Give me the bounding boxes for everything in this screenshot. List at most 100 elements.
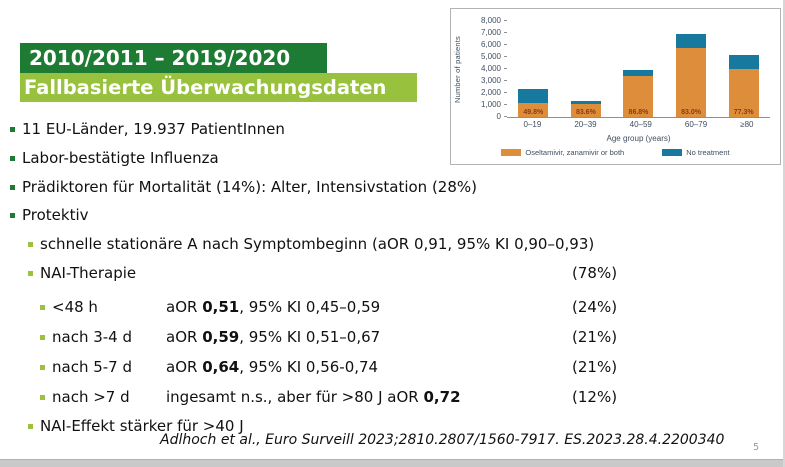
bullet-row: schnelle stationäre A nach Symptombeginn… bbox=[28, 234, 594, 256]
aor-suffix: , 95% KI 0,45–0,59 bbox=[239, 298, 381, 316]
slide-title: 2010/2011 – 2019/2020 bbox=[29, 46, 291, 70]
bar-segment-treated: 83.0% bbox=[676, 48, 707, 117]
bullet-square-icon bbox=[40, 335, 45, 340]
timing-label: nach 5-7 d bbox=[52, 358, 133, 376]
aor-prefix: aOR bbox=[166, 328, 203, 346]
bar-segment-no-treatment bbox=[518, 88, 549, 103]
bullet-square-icon bbox=[28, 424, 33, 429]
slide-subtitle: Fallbasierte Überwachungsdaten bbox=[24, 76, 387, 99]
bullet-row: nach >7 d ingesamt n.s., aber für >80 J a… bbox=[40, 387, 617, 409]
aor-value: 0,64 bbox=[202, 358, 240, 376]
bullet-square-icon bbox=[10, 127, 15, 132]
y-tick-mark bbox=[504, 68, 507, 69]
bar-segment-no-treatment bbox=[676, 34, 707, 49]
chart-bar-slot: 86.8% bbox=[612, 21, 664, 117]
title-bar-secondary: Fallbasierte Überwachungsdaten bbox=[20, 73, 417, 102]
page-number: 5 bbox=[753, 442, 760, 453]
bullet-text: Labor-bestätigte Influenza bbox=[22, 149, 219, 167]
bullet-square-icon bbox=[28, 271, 33, 276]
y-tick-label: 0 bbox=[496, 112, 501, 121]
bullet-row: nach 3-4 d aOR 0,59, 95% KI 0,51–0,67 (21… bbox=[40, 327, 617, 349]
bar-percent-label: 86.8% bbox=[628, 109, 649, 116]
y-tick-label: 3,000 bbox=[480, 76, 501, 85]
bar-percent-label: 83.0% bbox=[681, 109, 701, 116]
legend-swatch-icon bbox=[662, 149, 683, 156]
bullet-row: nach 5-7 d aOR 0,64, 95% KI 0,56-0,74 (21… bbox=[40, 357, 617, 379]
legend-item: Oseltamivir, zanamivir or both bbox=[501, 148, 624, 157]
bar-percent-label: 49.8% bbox=[523, 109, 544, 116]
legend-label: No treatment bbox=[686, 148, 730, 157]
bullet-row: NAI-Therapie (78%) bbox=[28, 263, 617, 285]
bar-segment-no-treatment bbox=[570, 101, 601, 104]
y-tick-label: 5,000 bbox=[480, 52, 501, 61]
x-tick-label: 60–79 bbox=[684, 120, 708, 129]
aor-value: 0,59 bbox=[202, 328, 240, 346]
y-tick-label: 1,000 bbox=[480, 100, 501, 109]
aor-text: aOR 0,64, 95% KI 0,56-0,74 bbox=[166, 358, 378, 376]
chart-bar-slot: 83.0% bbox=[665, 21, 717, 117]
y-tick-mark bbox=[504, 44, 507, 45]
bullet-text: Protektiv bbox=[22, 206, 89, 224]
chart-y-axis-label: Number of patients bbox=[453, 36, 462, 104]
chart-bar-slot: 77.3% bbox=[718, 21, 770, 117]
aor-value: 0,51 bbox=[202, 298, 240, 316]
x-tick-label: ≥80 bbox=[740, 120, 754, 129]
timing-label: nach 3-4 d bbox=[52, 328, 133, 346]
bullet-square-icon bbox=[10, 185, 15, 190]
y-tick-label: 2,000 bbox=[480, 88, 501, 97]
y-tick-label: 7,000 bbox=[480, 28, 501, 37]
y-tick-label: 4,000 bbox=[480, 64, 501, 73]
bullet-square-icon bbox=[10, 156, 15, 161]
aor-text: aOR 0,51, 95% KI 0,45–0,59 bbox=[166, 298, 380, 316]
y-tick-mark bbox=[504, 56, 507, 57]
bullet-square-icon bbox=[40, 365, 45, 370]
timing-label: <48 h bbox=[52, 298, 98, 316]
stacked-bar: 49.8% bbox=[518, 88, 549, 117]
bullet-text: 11 EU-Länder, 19.937 PatientInnen bbox=[22, 120, 285, 138]
bar-percent-label: 83.6% bbox=[575, 109, 596, 116]
chart-x-axis-label: Age group (years) bbox=[606, 134, 671, 143]
bullet-text: NAI-Effekt stärker für >40 J bbox=[40, 417, 244, 435]
bullet-square-icon bbox=[10, 213, 15, 218]
percent-value: (12%) bbox=[572, 388, 618, 406]
bullet-square-icon bbox=[40, 305, 45, 310]
bullet-row: Protektiv bbox=[10, 205, 89, 227]
legend-item: No treatment bbox=[662, 148, 730, 157]
y-tick-mark bbox=[504, 92, 507, 93]
bar-segment-treated: 86.8% bbox=[623, 76, 654, 117]
bullet-row: Prädiktoren für Mortalität (14%): Alter,… bbox=[10, 177, 477, 199]
y-tick-label: 8,000 bbox=[480, 16, 501, 25]
percent-value: (78%) bbox=[572, 264, 618, 282]
citation: Adlhoch et al., Euro Surveill 2023;2810.… bbox=[160, 432, 725, 448]
aor-prefix: ingesamt n.s., aber für >80 J aOR bbox=[166, 388, 424, 406]
y-tick-mark bbox=[504, 80, 507, 81]
chart-bar-slot: 49.8% bbox=[507, 21, 559, 117]
bullet-row: 11 EU-Länder, 19.937 PatientInnen bbox=[10, 119, 285, 141]
x-tick-label: 0–19 bbox=[523, 120, 542, 129]
aor-prefix: aOR bbox=[166, 298, 203, 316]
bar-segment-no-treatment bbox=[623, 70, 654, 77]
bullet-text: NAI-Therapie bbox=[40, 264, 137, 282]
bullet-text: schnelle stationäre A nach Symptombeginn… bbox=[40, 235, 595, 253]
chart-plot-area: 49.8% 83.6% 86.8% 83.0% 77.3% bbox=[507, 21, 770, 118]
stacked-bar: 83.6% bbox=[570, 101, 601, 117]
y-tick-mark bbox=[504, 116, 507, 117]
legend-swatch-icon bbox=[501, 149, 522, 156]
y-tick-mark bbox=[504, 104, 507, 105]
bullet-square-icon bbox=[40, 395, 45, 400]
y-tick-mark bbox=[504, 32, 507, 33]
aor-suffix: , 95% KI 0,51–0,67 bbox=[239, 328, 381, 346]
aor-value: 0,72 bbox=[423, 388, 461, 406]
stacked-bar: 77.3% bbox=[728, 55, 759, 117]
legend-label: Oseltamivir, zanamivir or both bbox=[525, 148, 625, 157]
bullet-row: NAI-Effekt stärker für >40 J bbox=[28, 416, 244, 438]
bullet-row: Labor-bestätigte Influenza bbox=[10, 148, 219, 170]
percent-value: (21%) bbox=[572, 358, 618, 376]
y-tick-label: 6,000 bbox=[480, 40, 501, 49]
x-tick-label: 40–59 bbox=[629, 120, 652, 129]
bullet-text: Prädiktoren für Mortalität (14%): Alter,… bbox=[22, 178, 478, 196]
chart-bar-slot: 83.6% bbox=[560, 21, 612, 117]
timing-label: nach >7 d bbox=[52, 388, 130, 406]
chart-x-ticks: 0–19 20–39 40–59 60–79 ≥80 bbox=[507, 120, 770, 129]
